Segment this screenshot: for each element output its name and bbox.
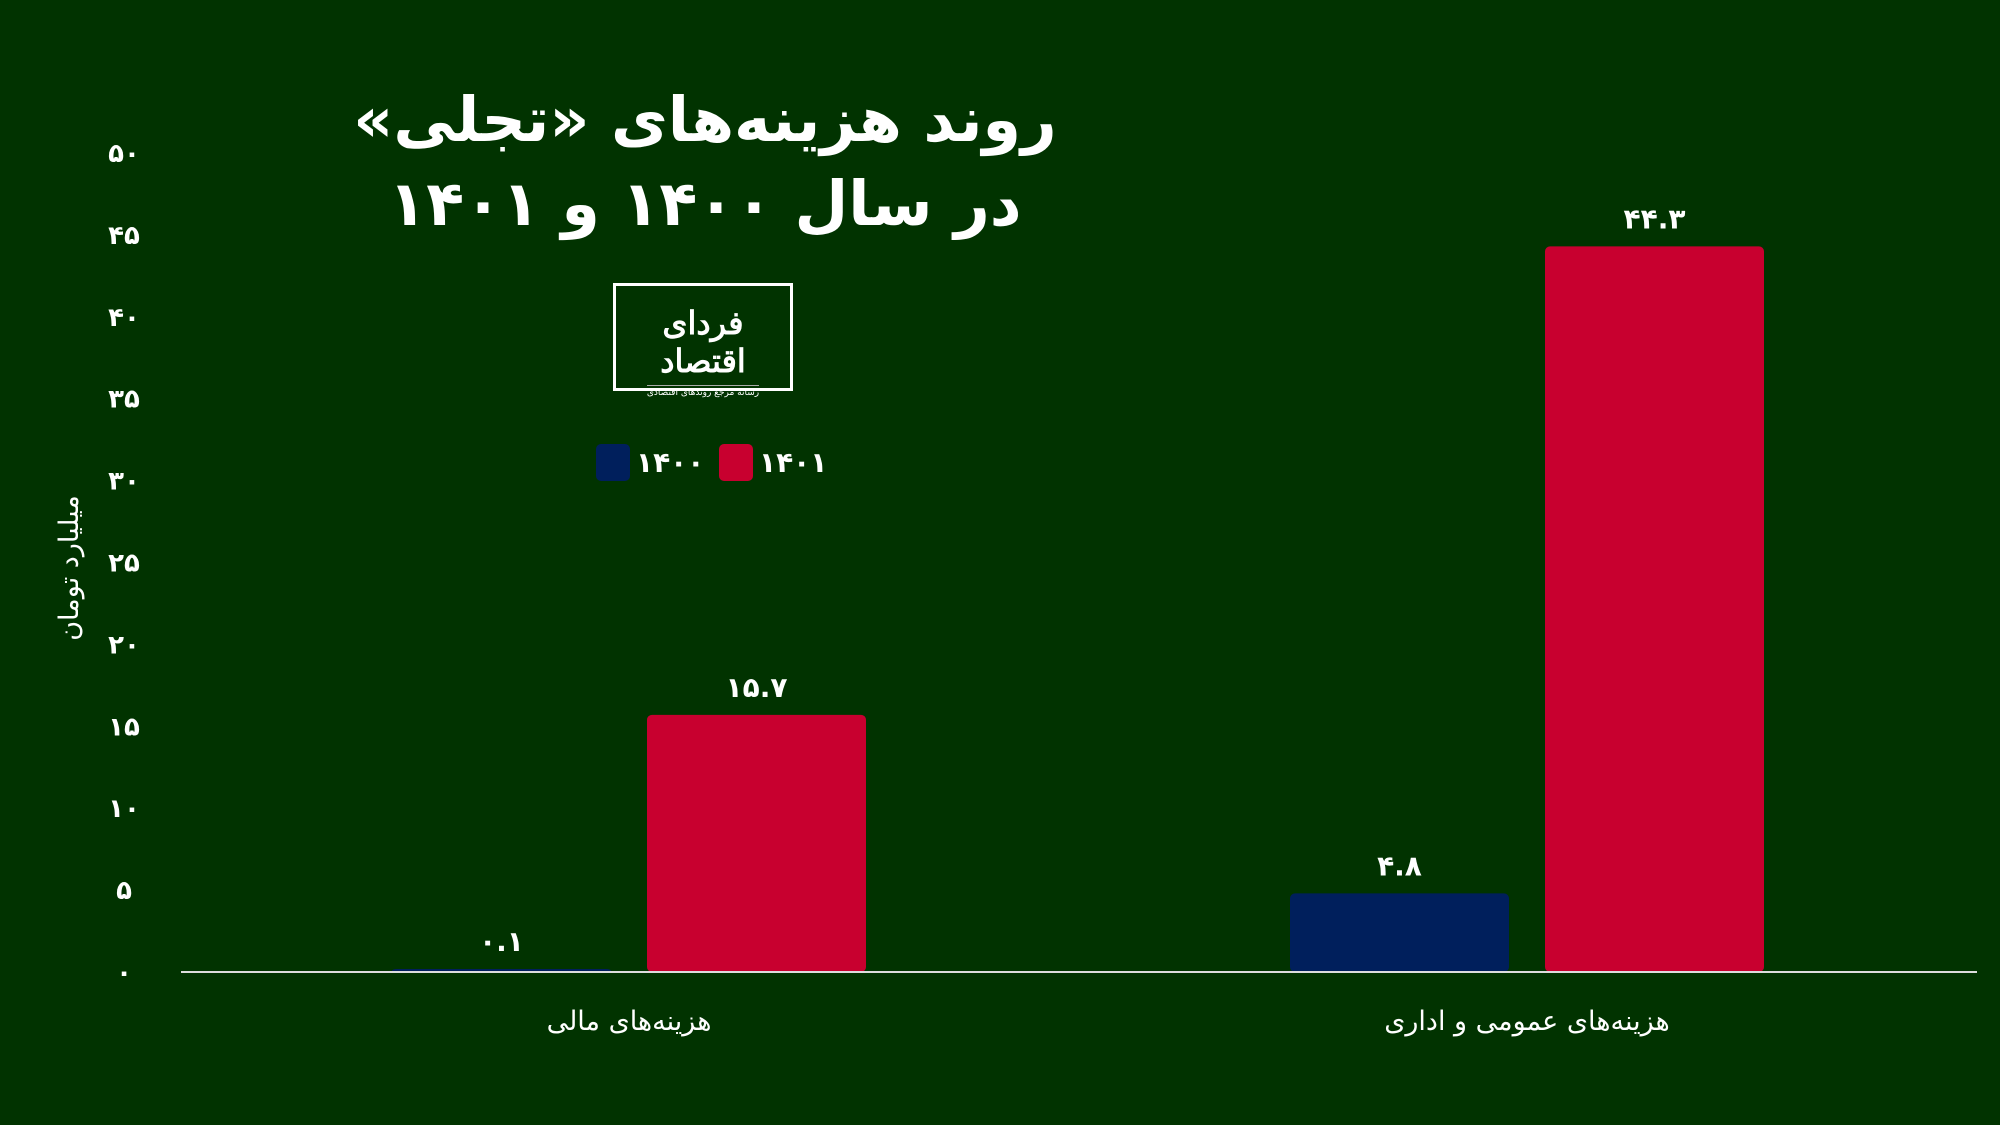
y-tick-label: ۳۵ — [108, 385, 140, 415]
legend-label-1401: ۱۴۰۱ — [759, 446, 828, 479]
y-tick-label: ۲۵ — [108, 549, 140, 579]
y-axis-title: میلیارد تومان — [54, 495, 85, 641]
bar-1-1 — [1545, 246, 1764, 973]
category-label: هزینه‌های عمومی و اداری — [1384, 1006, 1670, 1037]
y-tick-label: ۰ — [116, 958, 132, 988]
legend-label-1400: ۱۴۰۰ — [636, 446, 705, 479]
data-label: ۰.۱ — [479, 925, 524, 958]
logo-tagline: رسانه مرجع روندهای اقتصادی — [646, 385, 760, 398]
y-tick-label: ۵ — [116, 876, 132, 906]
title-line-1: روند هزینه‌های «تجلی» — [353, 83, 1057, 156]
legend-swatch-1401 — [719, 444, 753, 481]
bar-0-1 — [1290, 893, 1509, 972]
y-tick-label: ۵۰ — [108, 139, 140, 169]
y-tick-label: ۲۰ — [108, 630, 140, 660]
title-line-2: در سال ۱۴۰۰ و ۱۴۰۱ — [388, 167, 1022, 240]
logo-text: فردای اقتصاد — [660, 304, 746, 380]
legend-item-1401: ۱۴۰۱ — [719, 444, 827, 481]
y-tick-label: ۳۰ — [108, 467, 140, 497]
data-label: ۱۵.۷ — [726, 671, 788, 704]
data-label: ۴۴.۳ — [1624, 202, 1686, 235]
data-label: ۴.۸ — [1377, 849, 1422, 882]
legend-item-1400: ۱۴۰۰ — [596, 444, 704, 481]
category-label: هزینه‌های مالی — [547, 1006, 712, 1037]
legend-swatch-1400 — [596, 444, 630, 481]
bar-1-0 — [647, 714, 866, 972]
y-tick-label: ۴۵ — [108, 221, 140, 251]
chart-title: روند هزینه‌های «تجلی» در سال ۱۴۰۰ و ۱۴۰۱ — [305, 78, 1105, 246]
y-tick-label: ۱۵ — [108, 712, 140, 742]
logo: فردای اقتصاد رسانه مرجع روندهای اقتصادی — [613, 283, 793, 398]
y-tick-label: ۱۰ — [108, 794, 140, 824]
y-tick-label: ۴۰ — [108, 303, 140, 333]
